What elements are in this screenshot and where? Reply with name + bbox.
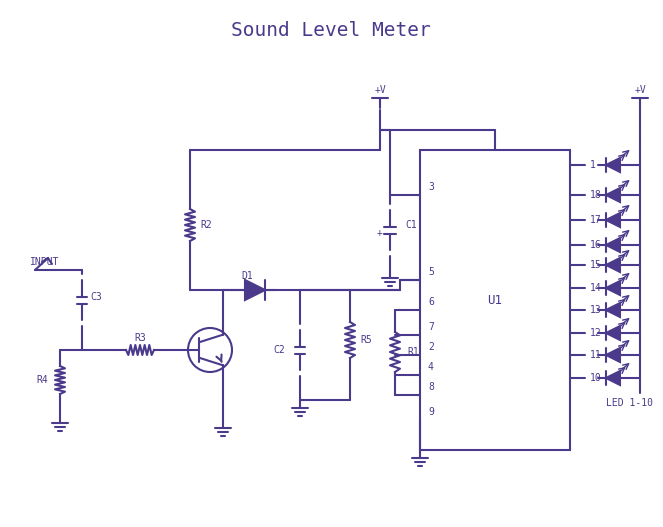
Text: 12: 12 — [590, 328, 602, 338]
Polygon shape — [606, 371, 620, 385]
Polygon shape — [606, 281, 620, 295]
Text: C1: C1 — [405, 220, 417, 230]
Text: 6: 6 — [428, 297, 434, 307]
Text: 9: 9 — [428, 407, 434, 417]
Text: R5: R5 — [360, 335, 372, 345]
Text: +: + — [377, 229, 383, 239]
Text: LED 1-10: LED 1-10 — [607, 398, 654, 408]
Text: R4: R4 — [36, 375, 48, 385]
Text: 15: 15 — [590, 260, 602, 270]
Text: +V: +V — [374, 85, 386, 95]
Polygon shape — [606, 303, 620, 317]
Text: 7: 7 — [428, 322, 434, 332]
Text: 2: 2 — [428, 342, 434, 352]
Text: C3: C3 — [90, 292, 101, 302]
Text: 11: 11 — [590, 350, 602, 360]
Text: U1: U1 — [487, 294, 503, 307]
Text: R3: R3 — [134, 333, 146, 343]
Text: +V: +V — [634, 85, 646, 95]
Text: C2: C2 — [273, 345, 285, 355]
Text: 4: 4 — [428, 362, 434, 372]
Bar — [420, 150, 570, 450]
Text: R1: R1 — [407, 347, 419, 357]
Polygon shape — [606, 188, 620, 202]
Text: 18: 18 — [590, 190, 602, 200]
Text: 13: 13 — [590, 305, 602, 315]
Text: D1: D1 — [241, 271, 253, 281]
Polygon shape — [245, 280, 265, 300]
Text: INPUT: INPUT — [30, 257, 60, 267]
Text: R2: R2 — [200, 220, 211, 230]
Text: 17: 17 — [590, 215, 602, 225]
Text: 8: 8 — [428, 382, 434, 392]
Text: 5: 5 — [428, 267, 434, 277]
Polygon shape — [606, 238, 620, 252]
Text: 3: 3 — [428, 182, 434, 192]
Text: 16: 16 — [590, 240, 602, 250]
Polygon shape — [606, 213, 620, 227]
Polygon shape — [606, 158, 620, 172]
Text: 10: 10 — [590, 373, 602, 383]
Polygon shape — [606, 258, 620, 272]
Polygon shape — [606, 348, 620, 362]
Polygon shape — [606, 326, 620, 340]
Text: 1: 1 — [590, 160, 596, 170]
Text: Sound Level Meter: Sound Level Meter — [231, 21, 431, 40]
Text: 14: 14 — [590, 283, 602, 293]
